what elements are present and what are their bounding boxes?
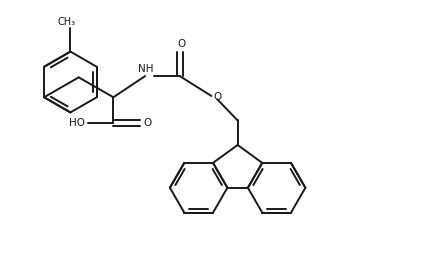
Text: NH: NH — [138, 64, 153, 74]
Text: O: O — [177, 39, 186, 49]
Text: HO: HO — [69, 118, 85, 128]
Text: O: O — [213, 92, 221, 102]
Text: O: O — [144, 118, 152, 128]
Text: CH₃: CH₃ — [57, 17, 75, 27]
